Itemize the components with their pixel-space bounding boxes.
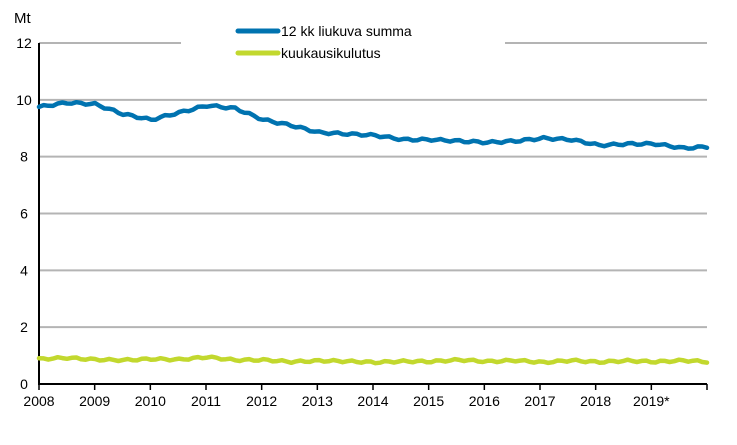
x-tick-label: 2014 — [357, 393, 388, 409]
x-tick-label: 2009 — [79, 393, 110, 409]
y-tick-label: 2 — [20, 319, 28, 335]
y-tick-label: 8 — [20, 149, 28, 165]
series-line-12kk-liukuva-summa — [36, 99, 710, 151]
y-tick-label: 4 — [20, 262, 28, 278]
legend: 12 kk liukuva summa kuukausikulutus — [235, 23, 412, 61]
series-line-kuukausikulutus — [36, 354, 710, 366]
y-tick-label: 6 — [20, 206, 28, 222]
x-tick-label: 2013 — [302, 393, 333, 409]
gridlines — [39, 42, 707, 329]
y-axis-ticks: 0 2 4 6 8 10 12 — [16, 35, 32, 392]
y-tick-label: 0 — [20, 376, 28, 392]
legend-label-12kk: 12 kk liukuva summa — [281, 23, 412, 39]
legend-label-kuukausikulutus: kuukausikulutus — [281, 45, 381, 61]
x-tick-label: 2017 — [524, 393, 555, 409]
x-tick-label: 2010 — [135, 393, 166, 409]
x-axis-ticks: 2008 2009 2010 2011 2012 2013 2014 2015 2016 2017… — [23, 384, 708, 409]
x-tick-label: 2011 — [191, 393, 221, 409]
x-tick-label: 2015 — [413, 393, 444, 409]
x-tick-label: 2016 — [469, 393, 500, 409]
x-tick-label: 2019* — [633, 393, 670, 409]
y-tick-label: 10 — [16, 92, 32, 108]
x-tick-label: 2008 — [23, 393, 54, 409]
x-tick-label: 2012 — [246, 393, 277, 409]
x-tick-label: 2018 — [580, 393, 611, 409]
y-tick-label: 12 — [16, 35, 32, 51]
y-axis-unit: Mt — [14, 10, 31, 27]
